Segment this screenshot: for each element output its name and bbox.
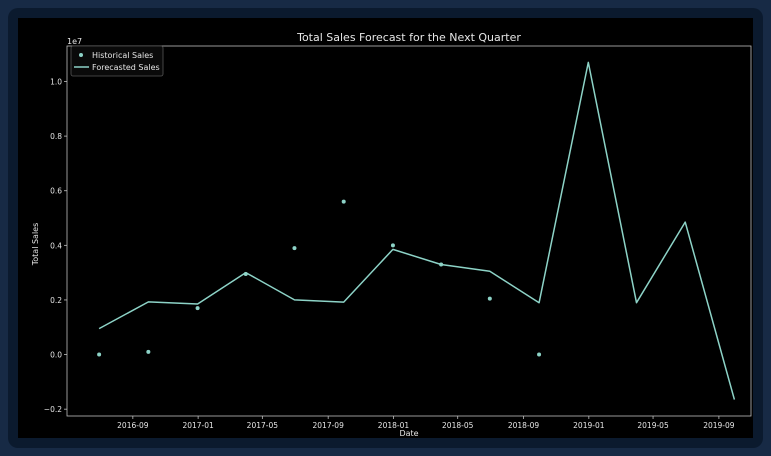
y-tick-label: 0.8	[50, 132, 62, 141]
historical-sales-point	[243, 272, 248, 277]
x-tick-label: 2019-09	[703, 421, 735, 430]
historical-sales-point	[146, 349, 151, 354]
y-tick-label: 0.4	[50, 241, 62, 250]
legend-marker-historical	[79, 53, 83, 57]
x-tick-label: 2017-01	[182, 421, 214, 430]
y-tick-label: −0.2	[44, 405, 62, 414]
x-tick-label: 2018-09	[508, 421, 540, 430]
y-tick-label: 0.2	[50, 296, 62, 305]
historical-sales-point	[390, 243, 395, 248]
forecast-sales-line	[98, 61, 736, 400]
x-axis-label: Date	[399, 429, 418, 438]
plot-area-border	[66, 45, 752, 417]
historical-sales-point	[292, 246, 297, 251]
x-tick-label: 2018-05	[442, 421, 474, 430]
y-tick-label: 0.6	[50, 187, 62, 196]
window-frame: Total Sales Forecast for the Next Quarte…	[8, 8, 763, 448]
x-tick-label: 2016-09	[117, 421, 149, 430]
chart-legend: Historical Sales Forecasted Sales	[70, 45, 164, 77]
historical-sales-point	[97, 352, 102, 357]
y-axis-multiplier: 1e7	[67, 37, 82, 46]
chart-canvas: Total Sales Forecast for the Next Quarte…	[18, 18, 753, 438]
historical-sales-point	[341, 199, 346, 204]
historical-sales-point	[487, 296, 492, 301]
x-tick-label: 2017-09	[313, 421, 345, 430]
x-tick-label: 2019-05	[637, 421, 669, 430]
chart-title: Total Sales Forecast for the Next Quarte…	[296, 31, 521, 44]
chart-svg: Total Sales Forecast for the Next Quarte…	[31, 31, 752, 438]
historical-sales-point	[195, 306, 200, 311]
historical-sales-point	[537, 352, 542, 357]
x-tick-label: 2018-01	[378, 421, 410, 430]
legend-label-historical: Historical Sales	[92, 51, 153, 60]
y-tick-label: 1.0	[50, 77, 62, 86]
x-tick-label: 2017-05	[247, 421, 279, 430]
y-axis-label: Total Sales	[31, 223, 40, 267]
historical-sales-point	[439, 262, 444, 267]
y-tick-label: 0.0	[50, 351, 62, 360]
legend-label-forecast: Forecasted Sales	[92, 63, 160, 72]
x-tick-label: 2019-01	[573, 421, 605, 430]
